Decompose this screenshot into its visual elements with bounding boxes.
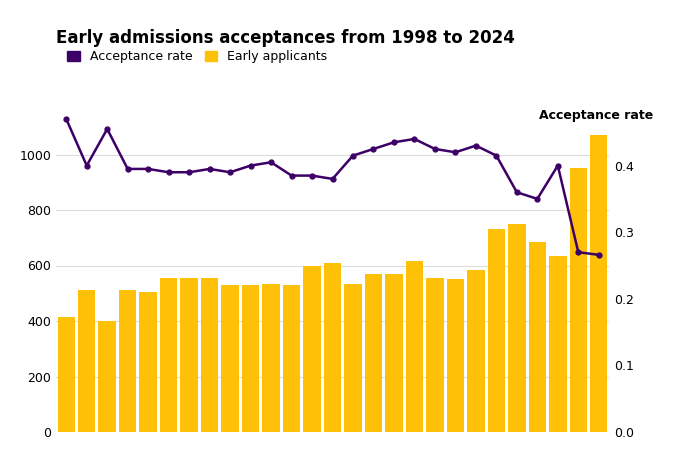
Bar: [406, 261, 423, 432]
Bar: [78, 291, 95, 432]
Bar: [99, 321, 116, 432]
Bar: [262, 284, 280, 432]
Bar: [549, 256, 566, 432]
Bar: [590, 135, 608, 432]
Bar: [57, 317, 75, 432]
Legend: Acceptance rate, Early applicants: Acceptance rate, Early applicants: [62, 45, 332, 68]
Bar: [570, 168, 587, 432]
Bar: [181, 278, 198, 432]
Bar: [324, 263, 341, 432]
Bar: [447, 279, 464, 432]
Bar: [508, 224, 526, 432]
Bar: [426, 278, 444, 432]
Bar: [385, 274, 402, 432]
Bar: [365, 274, 382, 432]
Bar: [160, 278, 177, 432]
Bar: [119, 291, 136, 432]
Bar: [467, 270, 484, 432]
Text: Early admissions acceptances from 1998 to 2024: Early admissions acceptances from 1998 t…: [56, 29, 515, 47]
Bar: [283, 285, 300, 432]
Bar: [344, 284, 362, 432]
Bar: [201, 278, 218, 432]
Bar: [242, 285, 259, 432]
Bar: [528, 242, 546, 432]
Bar: [303, 266, 321, 432]
Bar: [221, 285, 239, 432]
Y-axis label: Acceptance rate: Acceptance rate: [539, 109, 653, 122]
Bar: [488, 230, 505, 432]
Bar: [139, 292, 157, 432]
